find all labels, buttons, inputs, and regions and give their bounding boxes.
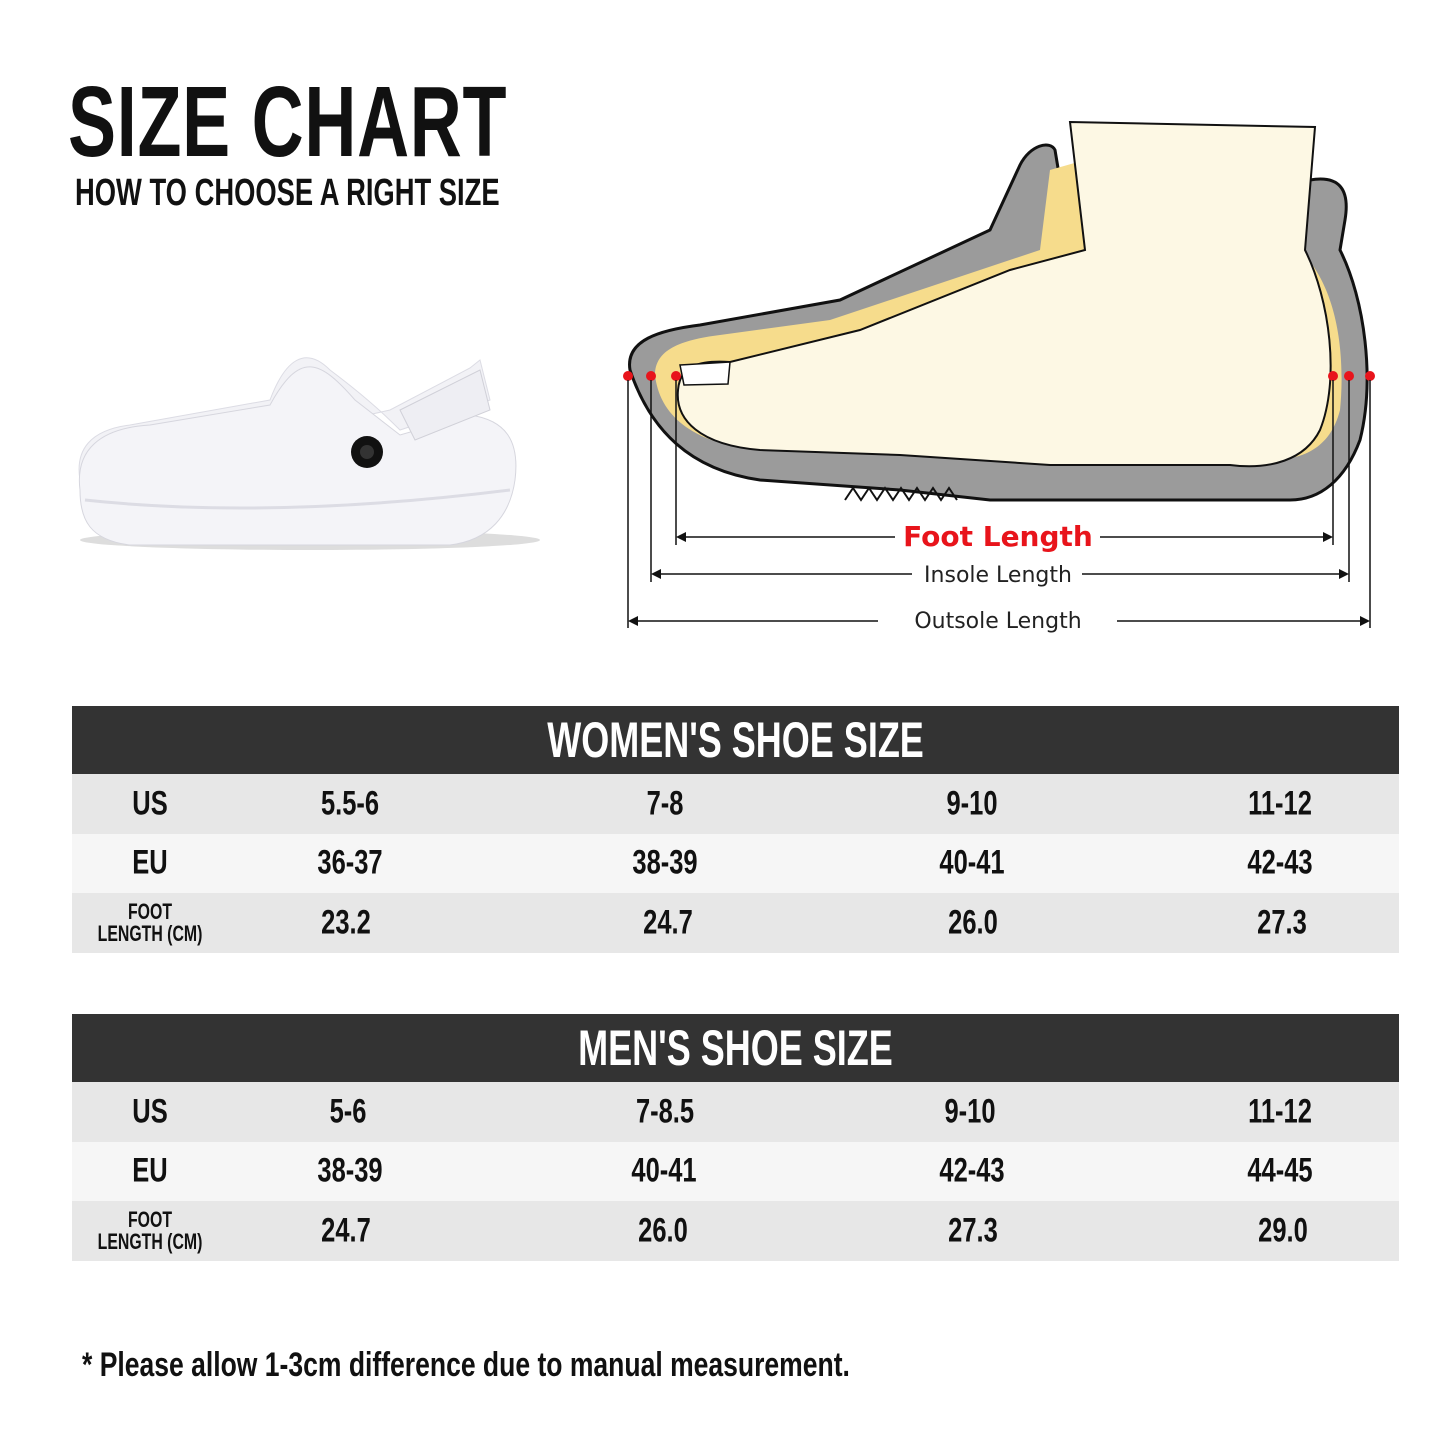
row-label: EU — [132, 843, 168, 882]
table-title: MEN'S SHOE SIZE — [578, 1020, 893, 1076]
table-cell: 26.0 — [948, 903, 998, 942]
table-row-us: US 5.5-6 7-8 9-10 11-12 — [72, 774, 1399, 834]
table-cell: 26.0 — [638, 1211, 688, 1250]
table-cell: 11-12 — [1248, 1092, 1312, 1131]
row-label: US — [132, 1092, 168, 1131]
mens-size-table: MEN'S SHOE SIZE US 5-6 7-8.5 9-10 11-12 … — [72, 1014, 1399, 1261]
table-cell: 38-39 — [632, 843, 698, 882]
table-row-eu: EU 38-39 40-41 42-43 44-45 — [72, 1141, 1399, 1201]
row-label: FOOT LENGTH (CM) — [97, 898, 203, 946]
table-cell: 44-45 — [1247, 1151, 1313, 1190]
table-header: WOMEN'S SHOE SIZE — [72, 706, 1399, 774]
table-cell: 27.3 — [1257, 903, 1307, 942]
table-cell: 40-41 — [631, 1151, 697, 1190]
table-header: MEN'S SHOE SIZE — [72, 1014, 1399, 1082]
table-cell: 27.3 — [948, 1211, 998, 1250]
table-cell: 24.7 — [643, 903, 693, 942]
table-cell: 11-12 — [1248, 784, 1312, 823]
row-label: FOOT LENGTH (CM) — [97, 1206, 203, 1254]
table-cell: 42-43 — [1247, 843, 1313, 882]
table-row-foot-length: FOOT LENGTH (CM) 23.2 24.7 26.0 27.3 — [72, 893, 1399, 953]
foot-measurement-diagram: Foot Length Insole Length Outsole Length — [623, 120, 1375, 634]
row-label: EU — [132, 1151, 168, 1190]
table-title: WOMEN'S SHOE SIZE — [547, 712, 924, 768]
page-title: SIZE CHART — [68, 66, 508, 178]
table-cell: 9-10 — [944, 1092, 996, 1131]
measurement-points — [623, 371, 1375, 381]
row-label: US — [132, 784, 168, 823]
table-cell: 23.2 — [321, 903, 371, 942]
footnote: * Please allow 1-3cm difference due to m… — [82, 1346, 850, 1384]
table-cell: 5.5-6 — [320, 784, 380, 823]
table-cell: 7-8 — [646, 784, 684, 823]
table-cell: 29.0 — [1258, 1211, 1308, 1250]
table-cell: 24.7 — [321, 1211, 371, 1250]
table-cell: 42-43 — [939, 1151, 1005, 1190]
table-row-us: US 5-6 7-8.5 9-10 11-12 — [72, 1082, 1399, 1142]
insole-length-label: Insole Length — [924, 563, 1072, 588]
table-cell: 38-39 — [317, 1151, 383, 1190]
table-cell: 9-10 — [946, 784, 998, 823]
table-cell: 7-8.5 — [635, 1092, 695, 1131]
foot-length-label: Foot Length — [903, 520, 1093, 553]
table-row-foot-length: FOOT LENGTH (CM) 24.7 26.0 27.3 29.0 — [72, 1201, 1399, 1261]
outsole-length-label: Outsole Length — [914, 609, 1081, 634]
table-cell: 36-37 — [317, 843, 383, 882]
table-cell: 40-41 — [939, 843, 1005, 882]
womens-size-table: WOMEN'S SHOE SIZE US 5.5-6 7-8 9-10 11-1… — [72, 706, 1399, 953]
clog-image — [78, 357, 540, 550]
table-row-eu: EU 36-37 38-39 40-41 42-43 — [72, 833, 1399, 893]
page-subtitle: HOW TO CHOOSE A RIGHT SIZE — [75, 172, 500, 214]
table-cell: 5-6 — [329, 1092, 367, 1131]
